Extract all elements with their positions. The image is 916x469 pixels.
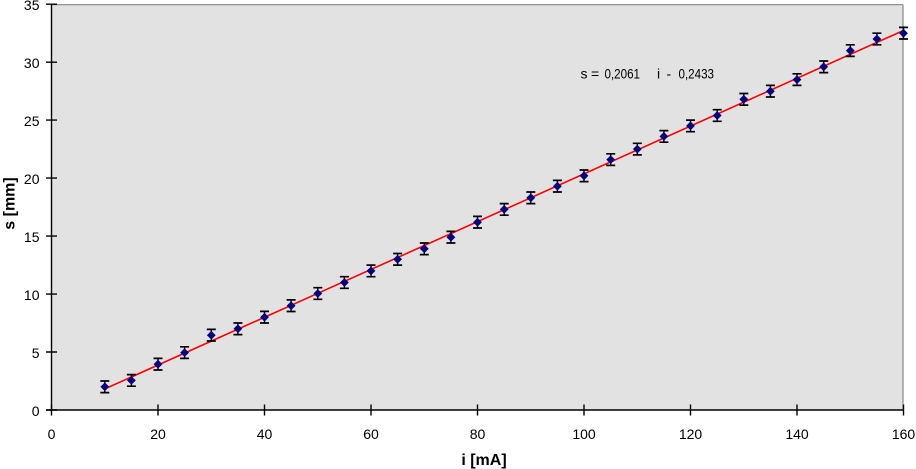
svg-text:60: 60 (363, 426, 379, 442)
svg-text:40: 40 (257, 426, 273, 442)
svg-text:s [mm]: s [mm] (2, 177, 19, 229)
svg-text:i [mA]: i [mA] (461, 452, 506, 469)
svg-text:30: 30 (24, 55, 40, 71)
svg-text:140: 140 (785, 426, 809, 442)
svg-text:120: 120 (679, 426, 703, 442)
svg-text:80: 80 (470, 426, 486, 442)
svg-text:100: 100 (572, 426, 596, 442)
svg-text:20: 20 (150, 426, 166, 442)
svg-text:160: 160 (892, 426, 916, 442)
svg-text:15: 15 (24, 229, 40, 245)
svg-text:35: 35 (24, 0, 40, 13)
svg-text:25: 25 (24, 113, 40, 129)
svg-text:0: 0 (32, 403, 40, 419)
svg-text:10: 10 (24, 287, 40, 303)
svg-text:20: 20 (24, 171, 40, 187)
svg-text:0: 0 (48, 426, 56, 442)
svg-text:5: 5 (32, 345, 40, 361)
